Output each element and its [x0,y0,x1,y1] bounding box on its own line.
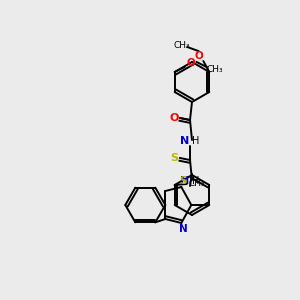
Text: O: O [186,58,195,68]
Text: O: O [169,113,179,123]
Text: CH₃: CH₃ [188,178,205,188]
Text: S: S [170,153,178,163]
Text: O: O [195,51,204,61]
Text: N: N [179,224,188,234]
Text: H: H [192,136,200,146]
Text: S: S [180,176,187,186]
Text: CH₃: CH₃ [173,41,190,50]
Text: H: H [192,176,200,186]
Text: CH₃: CH₃ [206,64,223,74]
Text: N: N [180,176,190,186]
Text: N: N [180,136,190,146]
